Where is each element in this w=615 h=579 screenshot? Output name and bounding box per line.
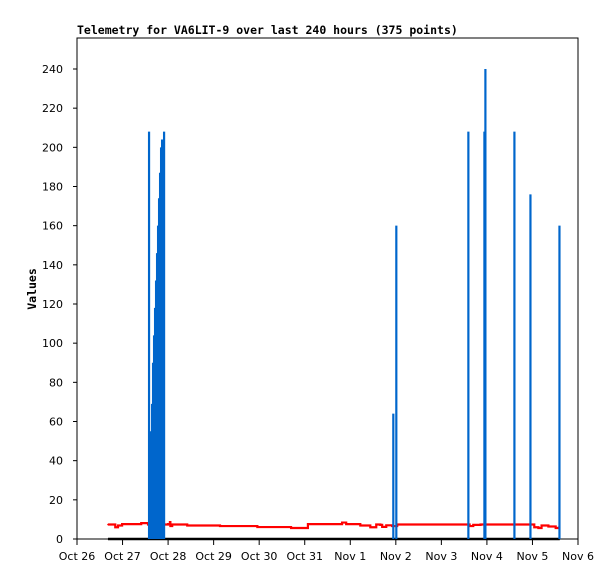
series-red-point xyxy=(547,525,550,528)
series-red-point xyxy=(381,526,383,528)
series-red-point xyxy=(169,521,171,523)
x-tick-label: Oct 29 xyxy=(195,550,232,563)
y-axis-label: Values xyxy=(25,268,39,310)
plot-marks xyxy=(107,69,561,541)
series-red-point xyxy=(219,525,221,527)
series-red-point xyxy=(554,527,557,529)
series-red-point xyxy=(341,521,343,524)
series-red-point xyxy=(369,526,372,529)
series-red-point xyxy=(375,523,378,526)
y-tick-label: 120 xyxy=(42,298,63,311)
x-tick-label: Nov 4 xyxy=(471,550,503,563)
x-tick-label: Oct 27 xyxy=(104,550,141,563)
series-red-point xyxy=(385,524,388,527)
series-red-point xyxy=(140,522,143,524)
series-red-point xyxy=(379,524,382,526)
y-tick-label: 80 xyxy=(49,376,63,389)
series-red-point xyxy=(171,523,173,526)
series-red-point xyxy=(256,526,259,528)
y-tick-label: 100 xyxy=(42,337,63,350)
series-red-point xyxy=(479,523,482,526)
x-tick-label: Nov 5 xyxy=(516,550,548,563)
y-tick-label: 160 xyxy=(42,220,63,233)
x-tick-label: Oct 30 xyxy=(241,550,278,563)
series-red-point xyxy=(533,526,536,529)
series-red-point xyxy=(537,527,540,529)
x-axis: Oct 26 Oct 27 Oct 28 Oct 29 Oct 30 Oct 31 Nov … xyxy=(59,539,594,563)
series-red-point xyxy=(306,527,308,529)
x-tick-label: Oct 31 xyxy=(286,550,323,563)
x-tick-label: Nov 2 xyxy=(380,550,412,563)
y-tick-label: 40 xyxy=(49,455,63,468)
series-red-point xyxy=(472,524,475,526)
x-tick-label: Oct 28 xyxy=(150,550,187,563)
series-red-point xyxy=(114,526,117,529)
x-tick-label: Nov 1 xyxy=(334,550,366,563)
x-tick-label: Oct 26 xyxy=(59,550,96,563)
y-tick-label: 140 xyxy=(42,259,63,272)
series-red-point xyxy=(117,524,119,527)
series-red-line xyxy=(107,521,560,530)
series-red-point xyxy=(167,523,169,525)
y-tick-label: 200 xyxy=(42,141,63,154)
series-red-point xyxy=(121,523,123,525)
x-tick-label: Nov 6 xyxy=(562,550,594,563)
series-red-point xyxy=(186,524,189,527)
y-tick-label: 180 xyxy=(42,181,63,194)
y-axis: 0 20 40 60 80 100 120 140 160 180 200 220 240 xyxy=(42,63,77,546)
y-tick-label: 60 xyxy=(49,416,63,429)
series-red-point xyxy=(107,523,109,526)
y-tick-label: 20 xyxy=(49,494,63,507)
series-red-point xyxy=(345,523,347,525)
y-tick-label: 240 xyxy=(42,63,63,76)
series-red-point xyxy=(307,523,309,525)
series-red-point xyxy=(359,524,362,527)
y-tick-label: 220 xyxy=(42,102,63,115)
series-red-point xyxy=(540,524,543,527)
chart-title: Telemetry for VA6LIT-9 over last 240 hou… xyxy=(77,23,458,37)
series-red-point xyxy=(290,527,292,529)
series-red-point xyxy=(531,523,534,526)
y-tick-label: 0 xyxy=(56,533,63,546)
series-red-point xyxy=(169,525,172,527)
x-tick-label: Nov 3 xyxy=(425,550,457,563)
